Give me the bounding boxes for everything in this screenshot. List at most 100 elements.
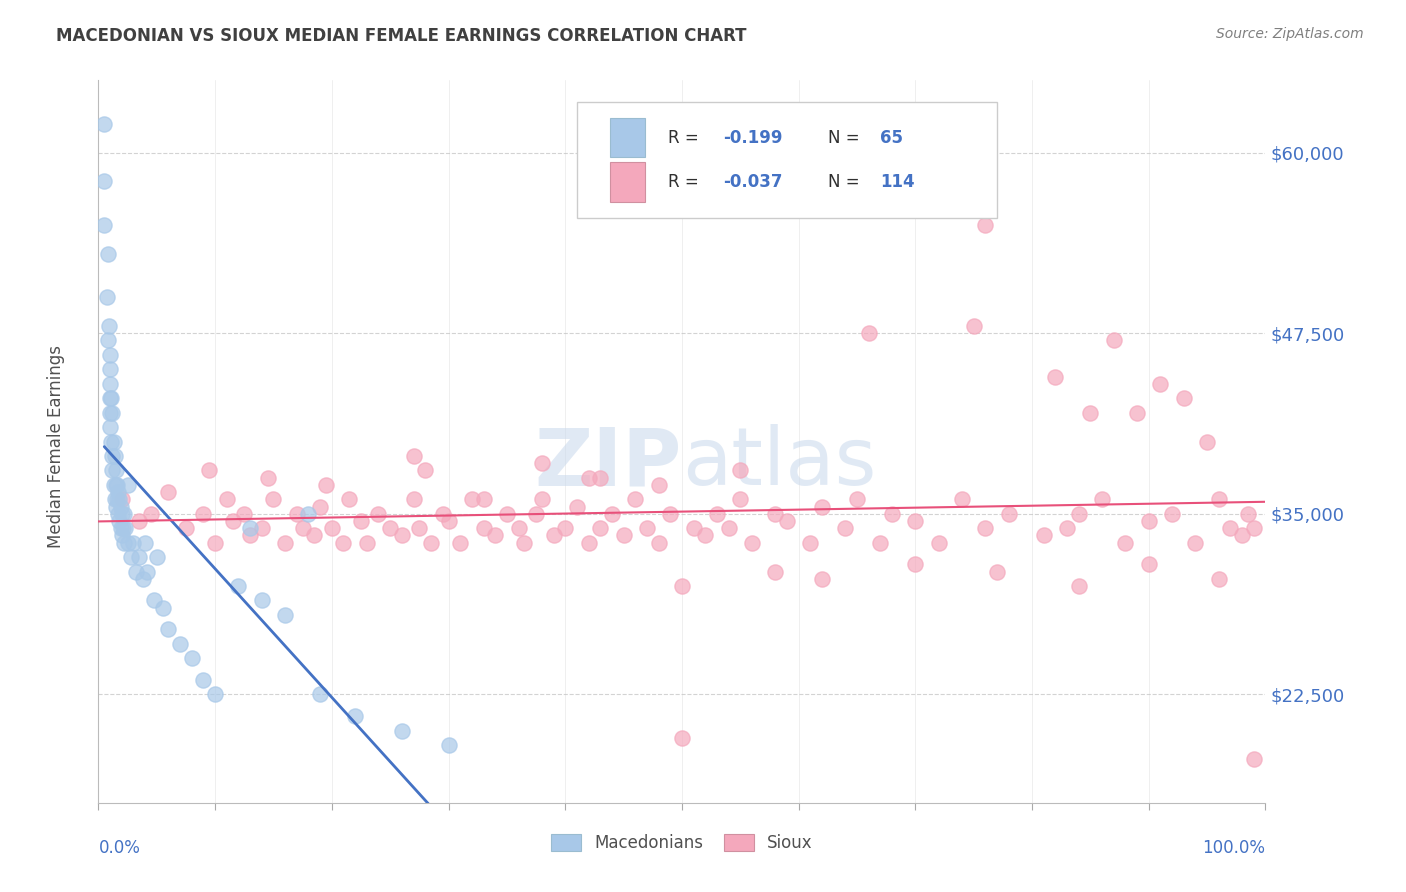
Point <box>297 507 319 521</box>
Point <box>262 492 284 507</box>
Point <box>647 535 669 549</box>
Point <box>114 521 136 535</box>
Point <box>104 449 127 463</box>
Point <box>997 507 1019 521</box>
Point <box>578 471 600 485</box>
Point <box>97 334 120 348</box>
Point <box>108 492 131 507</box>
Point <box>100 391 122 405</box>
Point <box>105 492 128 507</box>
Point <box>143 593 166 607</box>
Point <box>136 565 159 579</box>
Point <box>589 471 612 485</box>
Point <box>530 492 553 507</box>
Point <box>682 521 704 535</box>
Point <box>1137 514 1160 528</box>
Point <box>180 651 202 665</box>
Point <box>1114 535 1136 549</box>
Text: Source: ZipAtlas.com: Source: ZipAtlas.com <box>1216 27 1364 41</box>
Point <box>799 535 821 549</box>
Point <box>134 535 156 549</box>
Point <box>239 521 262 535</box>
Point <box>122 535 145 549</box>
Point <box>741 535 763 549</box>
Point <box>1237 507 1260 521</box>
Point <box>105 478 128 492</box>
Point <box>139 507 162 521</box>
Point <box>869 535 891 549</box>
Point <box>928 535 950 549</box>
Point <box>125 565 148 579</box>
Point <box>356 535 378 549</box>
Point <box>111 521 134 535</box>
Point <box>776 514 799 528</box>
Point <box>250 593 273 607</box>
Point <box>472 521 495 535</box>
Point <box>763 507 786 521</box>
Text: -0.037: -0.037 <box>723 173 782 191</box>
Point <box>1067 579 1090 593</box>
Point <box>659 507 682 521</box>
Point <box>146 550 169 565</box>
Point <box>337 492 360 507</box>
Point <box>1045 369 1067 384</box>
Bar <box>610 118 644 157</box>
Point <box>285 507 308 521</box>
Text: 114: 114 <box>880 173 915 191</box>
Point <box>974 521 997 535</box>
Point <box>1195 434 1218 449</box>
Point <box>1161 507 1184 521</box>
Point <box>96 290 118 304</box>
Point <box>484 528 506 542</box>
Point <box>291 521 314 535</box>
Point <box>1080 406 1102 420</box>
Point <box>98 362 121 376</box>
Point <box>408 521 430 535</box>
Point <box>169 637 191 651</box>
Point <box>950 492 973 507</box>
Point <box>671 579 693 593</box>
Point <box>391 723 413 738</box>
Point <box>437 738 460 752</box>
Point <box>274 535 297 549</box>
Point <box>332 535 354 549</box>
Point <box>763 565 786 579</box>
Point <box>461 492 484 507</box>
Point <box>101 449 124 463</box>
Point <box>274 607 297 622</box>
Text: ZIP: ZIP <box>534 425 682 502</box>
Point <box>543 528 565 542</box>
Point <box>128 514 150 528</box>
Text: MACEDONIAN VS SIOUX MEDIAN FEMALE EARNINGS CORRELATION CHART: MACEDONIAN VS SIOUX MEDIAN FEMALE EARNIN… <box>56 27 747 45</box>
Point <box>811 500 834 514</box>
Point <box>513 535 536 549</box>
Point <box>107 507 129 521</box>
Point <box>110 521 132 535</box>
Point <box>228 579 250 593</box>
Point <box>117 535 139 549</box>
Point <box>1032 528 1054 542</box>
Point <box>1208 492 1230 507</box>
Point <box>93 117 115 131</box>
Text: Median Female Earnings: Median Female Earnings <box>48 344 65 548</box>
Point <box>100 434 122 449</box>
Point <box>315 478 337 492</box>
Legend: Macedonians, Sioux: Macedonians, Sioux <box>551 834 813 852</box>
Point <box>256 471 278 485</box>
Point <box>717 521 740 535</box>
Point <box>413 463 436 477</box>
Point <box>1173 391 1195 405</box>
Point <box>613 528 636 542</box>
Point <box>636 521 658 535</box>
Point <box>309 500 332 514</box>
Point <box>472 492 495 507</box>
Point <box>304 528 326 542</box>
Point <box>350 514 373 528</box>
Point <box>111 528 134 542</box>
Point <box>1208 572 1230 586</box>
Point <box>1243 752 1265 766</box>
Point <box>420 535 443 549</box>
Point <box>128 550 150 565</box>
Point <box>93 174 115 188</box>
Point <box>904 558 927 572</box>
